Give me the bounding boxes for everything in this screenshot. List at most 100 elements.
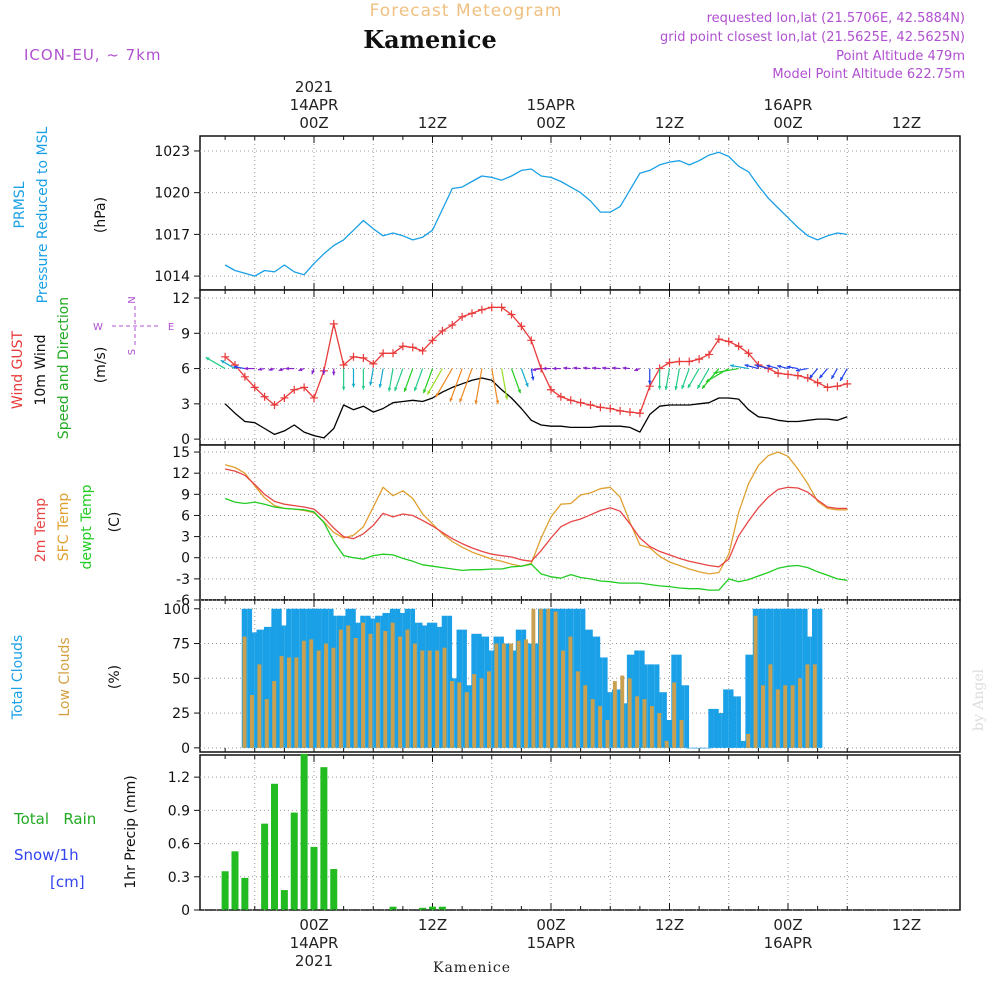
precip-axis-label: 1hr Precip (mm) <box>123 775 139 888</box>
low-cloud-bar <box>761 685 765 748</box>
rain-bar <box>290 812 298 910</box>
wind-arrow <box>403 368 414 393</box>
location-title: Kamenice <box>363 25 497 54</box>
low-cloud-bar <box>375 622 380 748</box>
wind-arrow-head <box>730 364 734 368</box>
wind-arrow-head <box>322 370 326 375</box>
gust-marker <box>487 303 496 312</box>
low-cloud-bar <box>272 681 277 748</box>
y-tick-label: 50 <box>172 671 190 687</box>
y-tick-label: 9 <box>181 487 190 503</box>
total-cloud-bar <box>693 747 700 749</box>
gust-marker <box>359 353 368 362</box>
rain-bar <box>241 877 249 910</box>
wind-arrow-head <box>517 389 521 394</box>
gust-marker <box>221 352 230 361</box>
top-hour-label: 12Z <box>655 114 684 132</box>
total-cloud-bar <box>817 608 823 748</box>
wind-arrow <box>713 367 739 374</box>
gust-marker <box>675 357 684 366</box>
low-cloud-bar <box>790 685 795 748</box>
wind-arrow-head <box>351 383 356 388</box>
low-cloud-bar <box>449 681 454 748</box>
rain-bar <box>261 823 269 910</box>
prmsl-label: PRMSL <box>12 181 28 228</box>
low-cloud-bar <box>590 699 595 748</box>
wind-arrow-head <box>244 366 248 371</box>
total-cloud-bar <box>774 608 781 748</box>
low-cloud-bar <box>783 685 788 748</box>
gust-marker <box>813 378 822 387</box>
rain-bar <box>389 906 397 910</box>
low-cloud-bar <box>398 636 403 748</box>
low-cloud-bar <box>509 643 514 748</box>
wind-arrow-head <box>530 376 535 381</box>
gust-marker <box>339 361 348 370</box>
y-tick-label: 6 <box>181 362 190 378</box>
wind-arrow-head <box>664 386 669 390</box>
low-cloud-bar <box>568 636 573 748</box>
total-clouds-label: Total Clouds <box>10 635 26 720</box>
wind-arrow-head <box>573 366 577 371</box>
wind-arrow-head <box>361 385 366 390</box>
low-cloud-bar <box>553 611 558 748</box>
gust-marker <box>665 358 674 367</box>
low-cloud-bar <box>575 671 580 748</box>
gust-marker <box>586 401 595 410</box>
total-cloud-bar <box>789 608 796 748</box>
y-tick-label: 0.6 <box>168 837 190 853</box>
wind-panel <box>199 289 961 446</box>
wind-arrow <box>449 368 463 402</box>
low-cloud-bar <box>249 694 254 748</box>
total-cloud-bar <box>745 654 751 748</box>
low-cloud-bar <box>627 678 632 748</box>
wind-arrow-head <box>257 367 262 371</box>
pressure-label: Pressure Reduced to MSL <box>35 126 51 303</box>
total-cloud-bar <box>723 689 729 748</box>
y-tick-label: 1020 <box>154 186 190 202</box>
bottom-hour-label: 00Z <box>299 916 328 934</box>
top-hour-label: 12Z <box>418 114 447 132</box>
compass-w: W <box>93 322 103 333</box>
dewpt-label: dewpt Temp <box>79 484 95 569</box>
rain-bar <box>320 767 328 910</box>
y-tick-label: 25 <box>172 706 190 722</box>
wind-arrow-head <box>795 368 800 372</box>
wind-arrow <box>665 368 671 391</box>
y-tick-label: -6 <box>176 593 190 609</box>
wind-arrow <box>205 356 226 370</box>
gust-marker <box>774 369 783 378</box>
rain-bar <box>429 906 436 910</box>
low-cloud-bar <box>664 740 669 748</box>
gust-marker <box>784 370 792 379</box>
wind-arrow-head <box>495 400 500 405</box>
y-tick-label: 9 <box>181 326 190 342</box>
wind-arrow-head <box>687 384 692 389</box>
temp-unit: (C) <box>107 512 123 533</box>
low-cloud-bar <box>346 625 351 748</box>
low-cloud-bar <box>405 629 410 748</box>
low-cloud-bar <box>242 636 247 748</box>
y-tick-label: 0 <box>181 741 190 757</box>
y-tick-label: 15 <box>172 445 190 461</box>
low-cloud-bar <box>501 643 506 748</box>
wind-arrow-head <box>378 383 383 388</box>
rain-label: Total Rain <box>13 810 96 828</box>
y-tick-label: 3 <box>181 530 190 546</box>
total-cloud-bar <box>700 747 707 749</box>
rain-bar <box>438 906 446 910</box>
y-tick-label: 1023 <box>154 144 190 160</box>
top-date-label: 14APR <box>290 96 339 114</box>
gust-marker <box>250 383 259 392</box>
wind-arrow-head <box>647 380 652 385</box>
bottom-year: 2021 <box>295 952 333 970</box>
gust-marker <box>744 349 753 358</box>
low-cloud-bar <box>612 681 617 748</box>
gust-marker <box>616 406 625 415</box>
wind-arrow <box>681 368 690 390</box>
low-cloud-bar <box>753 615 758 748</box>
rain-bar <box>300 753 308 910</box>
wind-arrow-head <box>525 382 529 387</box>
low-cloud-bar <box>479 678 484 748</box>
gust-marker <box>389 349 397 358</box>
